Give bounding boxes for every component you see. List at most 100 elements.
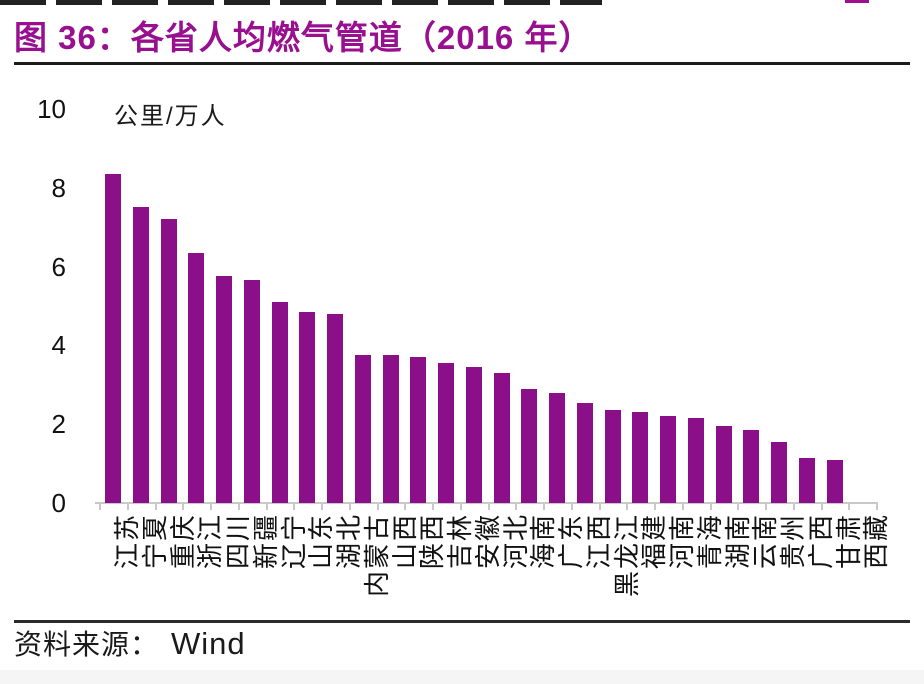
x-axis-tick <box>99 504 101 510</box>
x-axis-label: 辽宁 <box>278 513 309 570</box>
bar <box>632 412 649 503</box>
bar <box>243 280 260 503</box>
source-line: 资料来源： Wind <box>14 626 246 663</box>
x-axis-tick <box>792 504 795 510</box>
x-axis-tick <box>626 504 629 510</box>
y-axis-tick-label: 4 <box>51 330 66 361</box>
bar <box>105 174 121 503</box>
x-axis-label: 湖南 <box>722 513 753 570</box>
x-axis-label: 江苏 <box>112 513 142 570</box>
x-axis-label: 陕西 <box>417 513 448 570</box>
y-axis-tick-label: 6 <box>51 251 66 282</box>
x-axis-tick <box>848 504 851 510</box>
x-axis-tick <box>126 504 129 510</box>
x-axis-tick <box>876 504 878 510</box>
x-axis-label: 云南 <box>750 513 781 570</box>
x-axis-line <box>95 502 878 504</box>
x-axis-tick <box>404 504 407 510</box>
x-axis-label: 新疆 <box>250 513 281 570</box>
x-axis-tick <box>432 504 434 510</box>
x-axis-label: 河南 <box>667 513 697 570</box>
y-axis-tick-label: 2 <box>51 409 66 440</box>
bottom-edge-artifact <box>0 670 924 684</box>
bar <box>826 460 843 503</box>
bar <box>382 355 399 503</box>
y-axis-unit-label: 公里/万人 <box>114 103 227 130</box>
bar <box>465 367 482 503</box>
x-axis-tick <box>182 504 185 510</box>
x-axis-label: 西藏 <box>861 513 892 570</box>
x-axis-label: 广西 <box>805 513 836 570</box>
x-axis-tick <box>543 504 545 510</box>
x-axis-tick <box>154 504 157 510</box>
top-edge-artifact <box>0 0 602 5</box>
x-axis-tick <box>293 504 296 510</box>
bar <box>576 403 593 503</box>
x-axis-label: 四川 <box>223 513 253 570</box>
source-value: Wind <box>171 626 246 661</box>
x-axis-tick <box>515 504 518 510</box>
y-axis-tick-label: 8 <box>51 172 66 203</box>
x-axis-tick <box>570 504 573 510</box>
x-axis-tick <box>765 504 767 510</box>
x-axis-tick <box>348 504 351 510</box>
x-axis-tick <box>654 504 656 510</box>
x-axis-label: 贵州 <box>778 513 808 570</box>
footer-divider-line <box>14 620 910 623</box>
x-axis-tick <box>265 504 268 510</box>
x-axis-tick <box>459 504 462 510</box>
bar <box>715 426 732 503</box>
bar <box>132 207 149 503</box>
x-axis-label: 湖北 <box>334 513 364 570</box>
bar <box>216 276 232 503</box>
bar <box>743 430 760 503</box>
x-axis-label: 浙江 <box>195 513 226 570</box>
x-axis-tick <box>237 504 240 510</box>
x-axis-tick <box>737 504 740 510</box>
x-axis-tick <box>820 504 823 510</box>
bar <box>771 442 787 503</box>
bar <box>798 458 815 503</box>
bar <box>687 418 704 503</box>
x-axis-label: 吉林 <box>445 513 475 570</box>
x-axis-label: 内蒙古 <box>361 513 392 598</box>
bar <box>327 314 343 503</box>
bar <box>521 389 538 503</box>
x-axis-tick <box>376 504 379 510</box>
x-axis-label: 安徽 <box>472 513 503 570</box>
x-axis-tick <box>598 504 601 510</box>
x-axis-label: 山东 <box>306 513 337 570</box>
bar <box>549 393 565 503</box>
x-axis-tick <box>709 504 712 510</box>
y-axis-tick-label: 10 <box>37 94 66 124</box>
x-axis-label: 宁夏 <box>139 513 170 570</box>
bar <box>271 302 288 503</box>
x-axis-tick <box>321 504 323 510</box>
x-axis-tick <box>681 504 684 510</box>
chart-title: 图 36：各省人均燃气管道（2016 年） <box>14 19 593 56</box>
bar <box>410 357 427 503</box>
x-axis-tick <box>210 504 212 510</box>
x-axis-tick <box>487 504 490 510</box>
y-axis-tick-label: 0 <box>51 488 66 518</box>
x-axis-label: 黑龙江 <box>611 513 642 598</box>
bar <box>438 363 454 503</box>
x-axis-label: 山西 <box>389 513 420 570</box>
x-axis-label: 江西 <box>583 513 614 570</box>
bar <box>188 253 205 503</box>
x-axis-label: 甘肃 <box>833 513 864 570</box>
x-axis-label: 海南 <box>528 513 559 570</box>
x-axis-label: 青海 <box>694 513 725 570</box>
source-label: 资料来源： <box>14 629 160 660</box>
title-divider-line <box>14 62 910 65</box>
x-axis-label: 福建 <box>639 513 670 570</box>
bar <box>160 219 177 503</box>
x-axis-label: 重庆 <box>167 513 198 570</box>
bar <box>604 410 621 503</box>
bar <box>354 355 371 503</box>
bar <box>660 416 676 503</box>
bar <box>493 373 510 503</box>
x-axis-label: 河北 <box>500 513 531 570</box>
top-edge-artifact-dot <box>845 0 869 3</box>
